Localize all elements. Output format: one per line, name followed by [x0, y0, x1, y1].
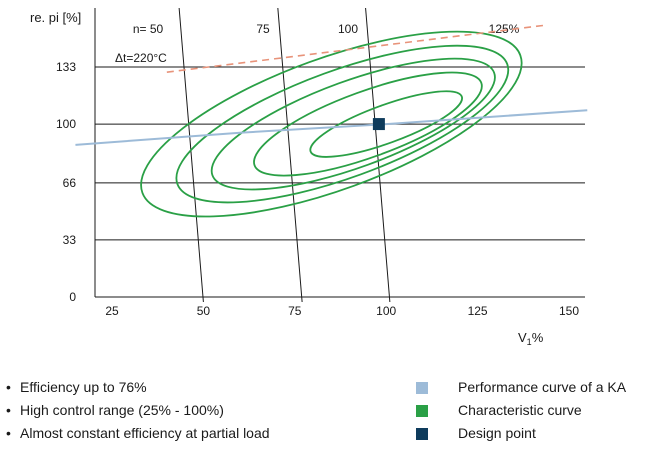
x-tick-label: 125: [468, 304, 488, 318]
temperature-line: [166, 24, 548, 73]
y-tick-label: 133: [56, 60, 76, 74]
performance-curve-layer: [75, 109, 588, 146]
x-axis-label: V1%: [518, 330, 544, 347]
speed-line-label: 125%: [489, 22, 520, 36]
feature-list: • Efficiency up to 76% • High control rang…: [6, 376, 270, 445]
x-tick-label: 50: [197, 304, 211, 318]
design-point-layer: [372, 118, 385, 131]
characteristic-curve: [140, 30, 523, 218]
x-tick-label: 100: [376, 304, 396, 318]
temperature-label: Δt=220°C: [115, 51, 167, 65]
characteristic-curves: [140, 30, 523, 218]
characteristic-curve: [309, 90, 463, 158]
temperature-line-layer: Δt=220°C: [115, 24, 548, 73]
feature-item: • High control range (25% - 100%): [6, 402, 224, 418]
speed-lines: n= 50 75 100 125%: [133, 7, 520, 303]
characteristic-curve: [210, 57, 496, 191]
speed-line-label: n= 50: [133, 22, 164, 36]
chart-svg: re. pi [%] n= 50 75 100 125% Δt=220°C 25 50 7…: [30, 7, 588, 347]
feature-item: • Efficiency up to 76%: [6, 379, 147, 395]
speed-line-label: 100: [338, 22, 358, 36]
speed-line: [277, 7, 303, 303]
speed-line: [178, 7, 204, 303]
chart-area: re. pi [%] n= 50 75 100 125% Δt=220°C 25 50 7…: [30, 7, 588, 347]
legend-swatch: [416, 404, 428, 417]
feature-item: • Almost constant efficiency at partial l…: [6, 425, 270, 441]
y-tick-label: 100: [56, 117, 76, 131]
x-tick-label: 75: [288, 304, 302, 318]
legend-swatch: [416, 427, 428, 440]
tick-labels: 25 50 75 100 125 150 0 33 66 100 133: [56, 60, 579, 318]
legend: Performance curve of a KA Characteristic…: [416, 376, 626, 445]
performance-curve: [75, 109, 588, 146]
y-axis-label: re. pi [%]: [30, 10, 81, 25]
speed-line-label: 75: [256, 22, 270, 36]
y-tick-label: 0: [69, 290, 76, 304]
legend-swatch: [416, 381, 428, 394]
y-tick-label: 66: [63, 176, 77, 190]
x-tick-label: 25: [105, 304, 119, 318]
info-section: • Efficiency up to 76% • High control rang…: [0, 372, 655, 449]
legend-item-performance: Performance curve of a KA: [416, 376, 626, 399]
characteristic-curve: [175, 44, 510, 204]
legend-item-design: Design point: [416, 422, 626, 445]
legend-item-characteristic: Characteristic curve: [416, 399, 626, 422]
x-tick-label: 150: [559, 304, 579, 318]
design-point: [372, 118, 385, 131]
characteristic-curve: [253, 71, 483, 177]
y-tick-label: 33: [63, 233, 77, 247]
